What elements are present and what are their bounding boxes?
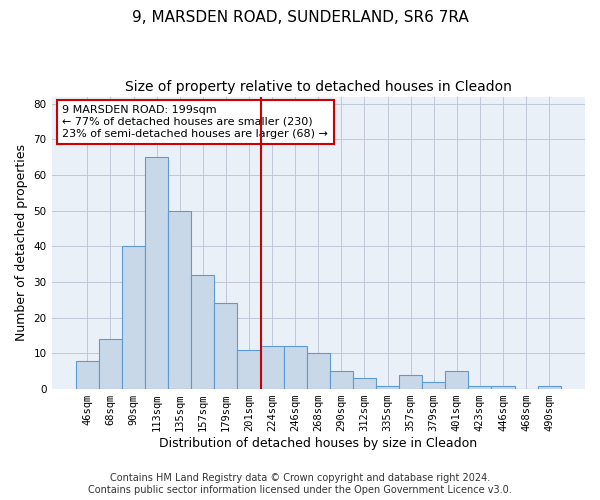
Bar: [99, 339, 122, 389]
Bar: [376, 386, 399, 389]
Bar: [191, 275, 214, 389]
Bar: [491, 386, 515, 389]
X-axis label: Distribution of detached houses by size in Cleadon: Distribution of detached houses by size …: [159, 437, 478, 450]
Bar: [284, 346, 307, 389]
Bar: [145, 157, 168, 389]
Bar: [422, 382, 445, 389]
Bar: [122, 246, 145, 389]
Text: 9 MARSDEN ROAD: 199sqm
← 77% of detached houses are smaller (230)
23% of semi-de: 9 MARSDEN ROAD: 199sqm ← 77% of detached…: [62, 106, 328, 138]
Text: Contains HM Land Registry data © Crown copyright and database right 2024.
Contai: Contains HM Land Registry data © Crown c…: [88, 474, 512, 495]
Bar: [260, 346, 284, 389]
Bar: [469, 386, 491, 389]
Bar: [76, 360, 99, 389]
Bar: [399, 375, 422, 389]
Bar: [445, 371, 469, 389]
Bar: [307, 354, 330, 389]
Bar: [330, 371, 353, 389]
Bar: [538, 386, 561, 389]
Bar: [214, 304, 238, 389]
Text: 9, MARSDEN ROAD, SUNDERLAND, SR6 7RA: 9, MARSDEN ROAD, SUNDERLAND, SR6 7RA: [131, 10, 469, 25]
Bar: [353, 378, 376, 389]
Y-axis label: Number of detached properties: Number of detached properties: [15, 144, 28, 342]
Bar: [238, 350, 260, 389]
Title: Size of property relative to detached houses in Cleadon: Size of property relative to detached ho…: [125, 80, 512, 94]
Bar: [168, 210, 191, 389]
